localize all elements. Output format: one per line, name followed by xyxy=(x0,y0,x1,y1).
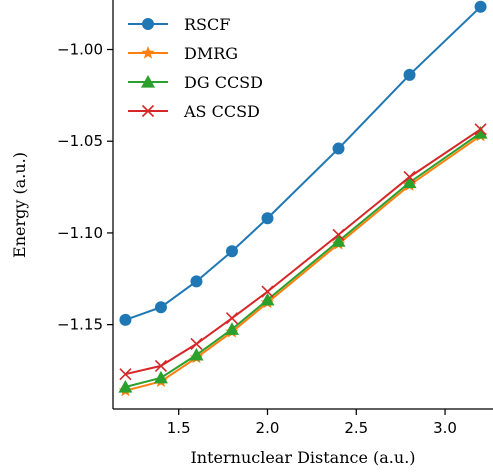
legend-label: AS CCSD xyxy=(183,102,260,121)
y-tick-label: −1.10 xyxy=(57,224,103,242)
legend: RSCF DMRG DG CCSD AS CCSD xyxy=(128,15,263,121)
legend-label: DMRG xyxy=(184,44,238,63)
data-point xyxy=(190,275,203,288)
x-axis-label: Internuclear Distance (a.u.) xyxy=(190,448,415,467)
data-point xyxy=(402,175,417,189)
data-point xyxy=(403,170,416,184)
data-point xyxy=(261,212,274,225)
data-point xyxy=(332,142,345,155)
data-point xyxy=(224,322,239,335)
ticks: 1.5 2.0 2.5 3.0 −1.00 −1.05 −1.10 −1.15 xyxy=(57,41,457,437)
data-point xyxy=(260,292,275,306)
data-point xyxy=(154,301,167,314)
y-tick-label: −1.15 xyxy=(57,316,103,334)
data-point xyxy=(189,347,204,361)
x-tick-label: 2.5 xyxy=(344,419,368,437)
data-point xyxy=(119,368,132,381)
data-point xyxy=(261,285,274,298)
x-tick-label: 2.0 xyxy=(256,419,280,437)
data-point xyxy=(225,245,238,258)
data-point xyxy=(331,234,346,247)
data-point xyxy=(154,359,168,372)
data-point xyxy=(225,312,239,325)
series-layer xyxy=(118,0,488,397)
legend-marker xyxy=(141,75,155,88)
series-line xyxy=(125,6,482,321)
y-axis-label: Energy (a.u.) xyxy=(10,152,29,258)
data-point xyxy=(332,228,345,241)
data-point xyxy=(153,370,168,384)
legend-marker xyxy=(141,104,155,118)
data-point xyxy=(119,313,132,326)
series-line xyxy=(125,132,482,388)
legend-marker xyxy=(142,18,154,30)
series-line xyxy=(125,128,482,376)
data-point xyxy=(190,337,203,350)
x-tick-label: 3.0 xyxy=(433,419,457,437)
x-tick-label: 1.5 xyxy=(167,419,191,437)
legend-label: RSCF xyxy=(184,15,230,34)
legend-label: DG CCSD xyxy=(184,73,263,92)
data-point xyxy=(403,68,416,81)
legend-marker xyxy=(141,46,155,59)
axes xyxy=(112,0,493,410)
y-tick-label: −1.00 xyxy=(57,41,103,59)
series-line xyxy=(125,134,482,392)
data-point xyxy=(473,125,488,139)
data-point xyxy=(474,123,487,136)
data-point xyxy=(474,0,487,13)
y-tick-label: −1.05 xyxy=(57,132,103,150)
data-point xyxy=(118,379,133,393)
